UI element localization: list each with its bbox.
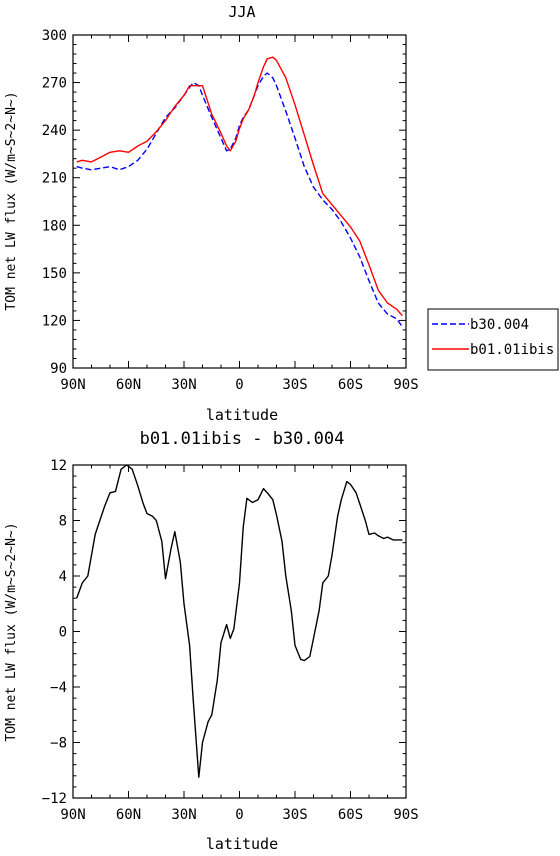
bottom-chart-ytick-label: −4 — [50, 680, 67, 696]
top-chart-frame — [72, 34, 407, 369]
bottom-chart-xtick-label: 90S — [393, 807, 418, 823]
bottom-chart-title: b01.01ibis - b30.004 — [140, 429, 345, 449]
top-chart-ytick-label: 270 — [42, 76, 67, 92]
bottom-chart-xtick-label: 60N — [116, 807, 141, 823]
top-chart-lines — [76, 56, 403, 328]
bottom-chart-xtick-label: 60S — [338, 807, 363, 823]
top-chart-xtick-label: 60S — [338, 377, 363, 393]
bottom-chart-xtick-label: 30N — [171, 807, 196, 823]
bottom-chart-lines — [76, 464, 403, 778]
bottom-chart-ytick-label: 0 — [59, 625, 67, 641]
bottom-chart-ytick-label: −8 — [50, 736, 67, 752]
top-chart-xtick-label: 30N — [171, 377, 196, 393]
top-chart-xtick-label: 60N — [116, 377, 141, 393]
top-chart-series-line-b01-01ibis — [76, 56, 403, 317]
top-chart-ytick-label: 150 — [42, 266, 67, 282]
top-chart-panel: JJA TOM net LW flux (W/m~S~2~N~) latitud… — [4, 3, 419, 424]
bottom-chart-ytick-label: 8 — [59, 514, 67, 530]
top-chart-xtick-label: 30S — [282, 377, 307, 393]
bottom-chart-xtick-label: 0 — [235, 807, 243, 823]
legend-box — [427, 308, 559, 371]
bottom-chart-ylabel: TOM net LW flux (W/m~S~2~N~) — [4, 522, 19, 741]
bottom-chart-panel: b01.01ibis - b30.004 TOM net LW flux (W/… — [4, 429, 419, 853]
top-chart-xtick-label: 0 — [235, 377, 243, 393]
top-chart-xtick-label: 90S — [393, 377, 418, 393]
top-chart-series-line-b30-004 — [76, 72, 403, 328]
top-chart-ytick-label: 240 — [42, 123, 67, 139]
legend-label-ibis: b01.01ibis — [470, 342, 554, 358]
top-chart-ytick-label: 180 — [42, 218, 67, 234]
legend-label-b30: b30.004 — [470, 317, 529, 333]
bottom-chart-xtick-label: 90N — [60, 807, 85, 823]
bottom-chart-xlabel: latitude — [206, 835, 278, 851]
bottom-chart-ytick-label: 12 — [50, 458, 67, 474]
top-chart-legend: b30.004 b01.01ibis — [427, 308, 559, 371]
bottom-chart-frame — [72, 464, 407, 799]
top-chart-xlabel: latitude — [206, 406, 278, 424]
top-chart-axes: 90 120 150 180 210 240 270 300 90N 60N 30N 0 30S 60S 9… — [42, 28, 419, 393]
bottom-chart-xtick-label: 30S — [282, 807, 307, 823]
bottom-chart-series-line-diff — [76, 464, 403, 778]
top-chart-ytick-label: 300 — [42, 28, 67, 44]
bottom-chart-ytick-label: 4 — [59, 569, 67, 585]
top-chart-ytick-label: 90 — [50, 361, 67, 377]
top-chart-xtick-label: 90N — [60, 377, 85, 393]
top-chart-ytick-label: 120 — [42, 313, 67, 329]
bottom-chart-ytick-label: −12 — [42, 791, 67, 807]
top-chart-ylabel: TOM net LW flux (W/m~S~2~N~) — [4, 91, 19, 310]
top-chart-ytick-label: 210 — [42, 171, 67, 187]
top-chart-title: JJA — [228, 3, 255, 21]
